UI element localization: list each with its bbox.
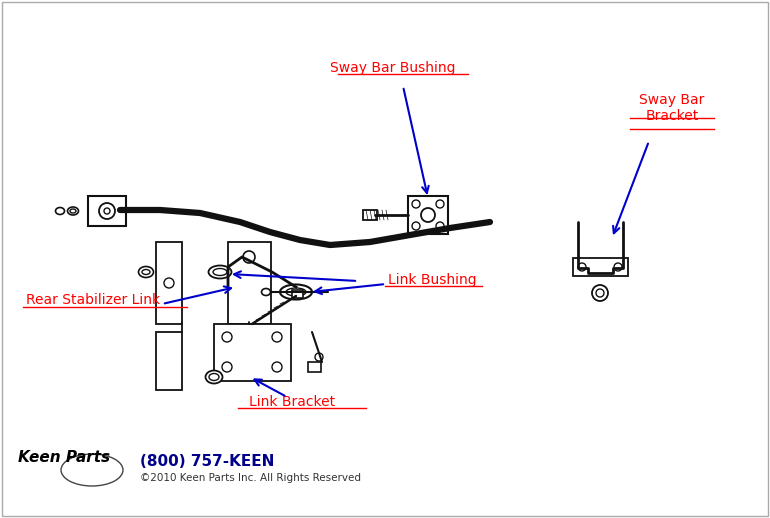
Text: Link Bushing: Link Bushing <box>388 273 477 287</box>
Circle shape <box>222 362 232 372</box>
Ellipse shape <box>286 288 306 296</box>
Circle shape <box>614 263 622 271</box>
Circle shape <box>421 208 435 222</box>
Ellipse shape <box>209 373 219 381</box>
Ellipse shape <box>55 208 65 214</box>
Circle shape <box>104 208 110 214</box>
Circle shape <box>436 222 444 230</box>
Bar <box>156 242 182 324</box>
Ellipse shape <box>139 266 153 278</box>
Bar <box>88 196 126 226</box>
Circle shape <box>436 200 444 208</box>
Text: Rear Stabilizer Link: Rear Stabilizer Link <box>26 293 160 307</box>
Circle shape <box>592 285 608 301</box>
Bar <box>292 290 303 298</box>
Ellipse shape <box>70 209 76 213</box>
Ellipse shape <box>142 269 150 275</box>
Ellipse shape <box>68 207 79 215</box>
Bar <box>408 196 448 234</box>
Ellipse shape <box>280 284 312 299</box>
Bar <box>214 324 291 381</box>
Ellipse shape <box>213 268 227 276</box>
Text: Link Bracket: Link Bracket <box>249 395 335 409</box>
Circle shape <box>596 289 604 297</box>
Circle shape <box>578 263 586 271</box>
Bar <box>363 210 377 220</box>
Circle shape <box>164 278 174 288</box>
Ellipse shape <box>209 266 232 279</box>
Text: Sway Bar Bushing: Sway Bar Bushing <box>330 61 456 75</box>
Bar <box>228 242 271 324</box>
Bar <box>308 362 321 372</box>
Ellipse shape <box>61 454 123 486</box>
Circle shape <box>272 332 282 342</box>
Circle shape <box>99 203 115 219</box>
Circle shape <box>222 332 232 342</box>
Circle shape <box>272 362 282 372</box>
Ellipse shape <box>206 370 223 383</box>
Bar <box>573 258 628 276</box>
Circle shape <box>412 222 420 230</box>
Circle shape <box>412 200 420 208</box>
Text: ©2010 Keen Parts Inc. All Rights Reserved: ©2010 Keen Parts Inc. All Rights Reserve… <box>140 473 361 483</box>
Text: Keen Parts: Keen Parts <box>18 451 110 466</box>
Text: (800) 757-KEEN: (800) 757-KEEN <box>140 454 274 469</box>
Text: Sway Bar
Bracket: Sway Bar Bracket <box>639 93 705 123</box>
Ellipse shape <box>262 289 270 295</box>
Circle shape <box>315 353 323 361</box>
Bar <box>156 332 182 390</box>
Circle shape <box>243 251 255 263</box>
